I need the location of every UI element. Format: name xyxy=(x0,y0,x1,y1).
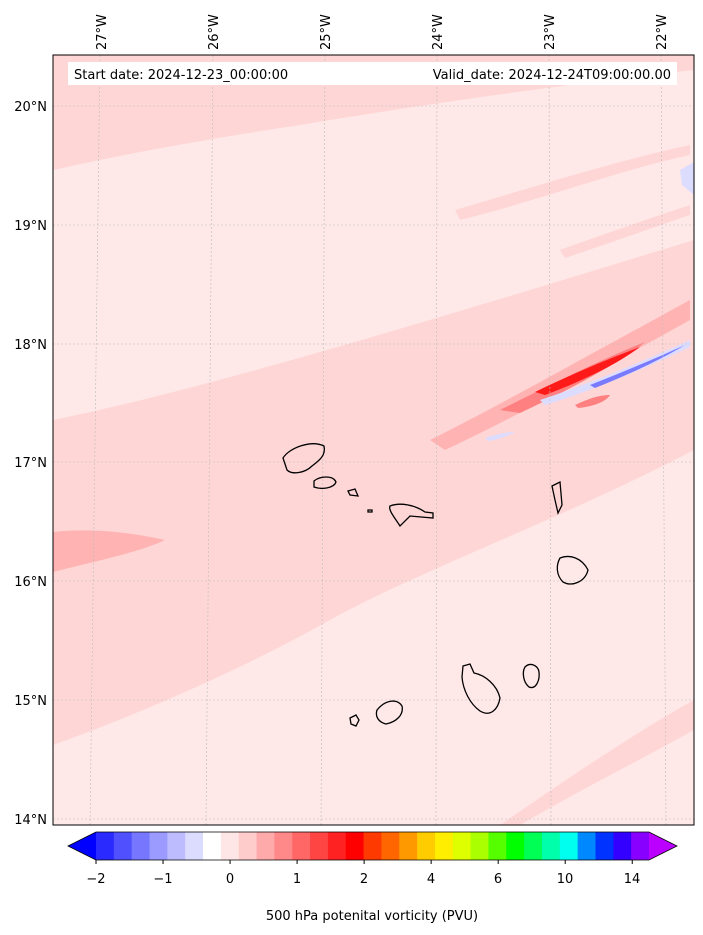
cb-tick-label: 6 xyxy=(494,872,502,887)
lat-label: 18°N xyxy=(14,338,47,353)
pv-streak-1 xyxy=(455,145,690,220)
colorbar-segment xyxy=(131,832,151,860)
colorbar-segment xyxy=(452,832,472,860)
colorbar-segment xyxy=(96,832,115,860)
colorbar-segment xyxy=(310,832,329,860)
colorbar-segment xyxy=(345,832,365,860)
pv-band-lower-right xyxy=(500,700,694,825)
colorbar-segment xyxy=(274,832,293,860)
colorbar-segment xyxy=(417,832,436,860)
colorbar-segment xyxy=(613,832,632,860)
map-border xyxy=(52,54,695,826)
gridlines xyxy=(53,55,694,825)
island-santa-luzia xyxy=(347,488,360,497)
lon-label: 22°W xyxy=(655,14,670,50)
colorbar-segment xyxy=(524,832,543,860)
colorbar-segment xyxy=(541,832,561,860)
colorbar-segment xyxy=(292,832,311,860)
colorbar-extend-high xyxy=(649,832,677,860)
colorbar-segment xyxy=(185,832,204,860)
island-small xyxy=(367,509,373,513)
island-brava xyxy=(349,714,360,727)
cb-tick-label: 1 xyxy=(293,872,301,887)
lat-label: 20°N xyxy=(14,100,47,115)
colorbar xyxy=(67,831,678,864)
pv-band-main xyxy=(53,240,694,745)
map-panel xyxy=(53,55,694,825)
colorbar-segment xyxy=(203,832,222,860)
lat-label: 19°N xyxy=(14,219,47,234)
lat-label: 17°N xyxy=(14,456,47,471)
cb-tick-label: −1 xyxy=(153,872,172,887)
start-date-label: Start date: 2024-12-23_00:00:00 xyxy=(74,68,288,83)
island-fogo xyxy=(375,700,403,725)
pv-band-jet-outer xyxy=(430,300,690,450)
colorbar-segment xyxy=(434,832,454,860)
colorbar-segment xyxy=(238,832,258,860)
pv-negative-streak-1 xyxy=(540,340,690,405)
colorbar-segment xyxy=(559,832,579,860)
colorbar-extend-low xyxy=(68,832,96,860)
colorbar-segment xyxy=(470,832,489,860)
island-boa-vista xyxy=(556,555,589,585)
lon-label: 24°W xyxy=(431,14,446,50)
cb-tick-label: 0 xyxy=(226,872,234,887)
lat-label: 14°N xyxy=(14,813,47,828)
colorbar-segment xyxy=(149,832,168,860)
pv-jet-core-red xyxy=(535,347,640,395)
island-santo-antao xyxy=(282,443,326,474)
lon-label: 27°W xyxy=(95,14,110,50)
pv-negative-streak-3 xyxy=(485,432,515,441)
island-santiago xyxy=(461,663,501,714)
pv-jet-lower xyxy=(575,395,610,408)
cb-tick-label: 10 xyxy=(557,872,574,887)
colorbar-segment xyxy=(256,832,275,860)
island-sao-nicolau xyxy=(389,503,434,528)
lat-label: 15°N xyxy=(14,694,47,709)
longitude-labels: 27°W 26°W 25°W 24°W 23°W 22°W xyxy=(95,14,670,50)
colorbar-segment xyxy=(577,832,596,860)
header-background xyxy=(68,62,677,85)
colorbar-segment xyxy=(399,832,418,860)
lat-label: 16°N xyxy=(14,575,47,590)
island-sao-vicente xyxy=(313,476,337,489)
pv-negative-streak-4 xyxy=(680,162,694,195)
pv-negative-streak-2 xyxy=(590,345,685,388)
lon-label: 25°W xyxy=(319,14,334,50)
lon-label: 23°W xyxy=(543,14,558,50)
colorbar-segment xyxy=(363,832,382,860)
colorbar-segment xyxy=(381,832,400,860)
pv-patch-left xyxy=(53,530,165,572)
valid-date-label: Valid_date: 2024-12-24T09:00:00.00 xyxy=(433,68,671,83)
pv-streak-2 xyxy=(560,205,690,258)
cb-tick-label: 14 xyxy=(624,872,641,887)
island-sal xyxy=(551,480,563,515)
colorbar-segment xyxy=(595,832,614,860)
colorbar-segment xyxy=(113,832,133,860)
cb-tick-label: −2 xyxy=(86,872,105,887)
colorbar-segment xyxy=(327,832,347,860)
latitude-labels: 20°N 19°N 18°N 17°N 16°N 15°N 14°N xyxy=(14,100,47,828)
colorbar-title: 500 hPa potenital vorticity (PVU) xyxy=(266,909,478,924)
colorbar-segment xyxy=(488,832,507,860)
colorbar-segment xyxy=(220,832,240,860)
coastlines xyxy=(282,443,589,727)
colorbar-tick-labels: −2 −1 0 1 2 4 6 10 14 xyxy=(86,872,640,887)
lon-label: 26°W xyxy=(207,14,222,50)
colorbar-segment xyxy=(167,832,186,860)
cb-tick-label: 4 xyxy=(427,872,435,887)
colorbar-segment xyxy=(631,832,650,860)
island-maio xyxy=(522,663,540,689)
cb-tick-label: 2 xyxy=(360,872,368,887)
colorbar-segment xyxy=(506,832,525,860)
